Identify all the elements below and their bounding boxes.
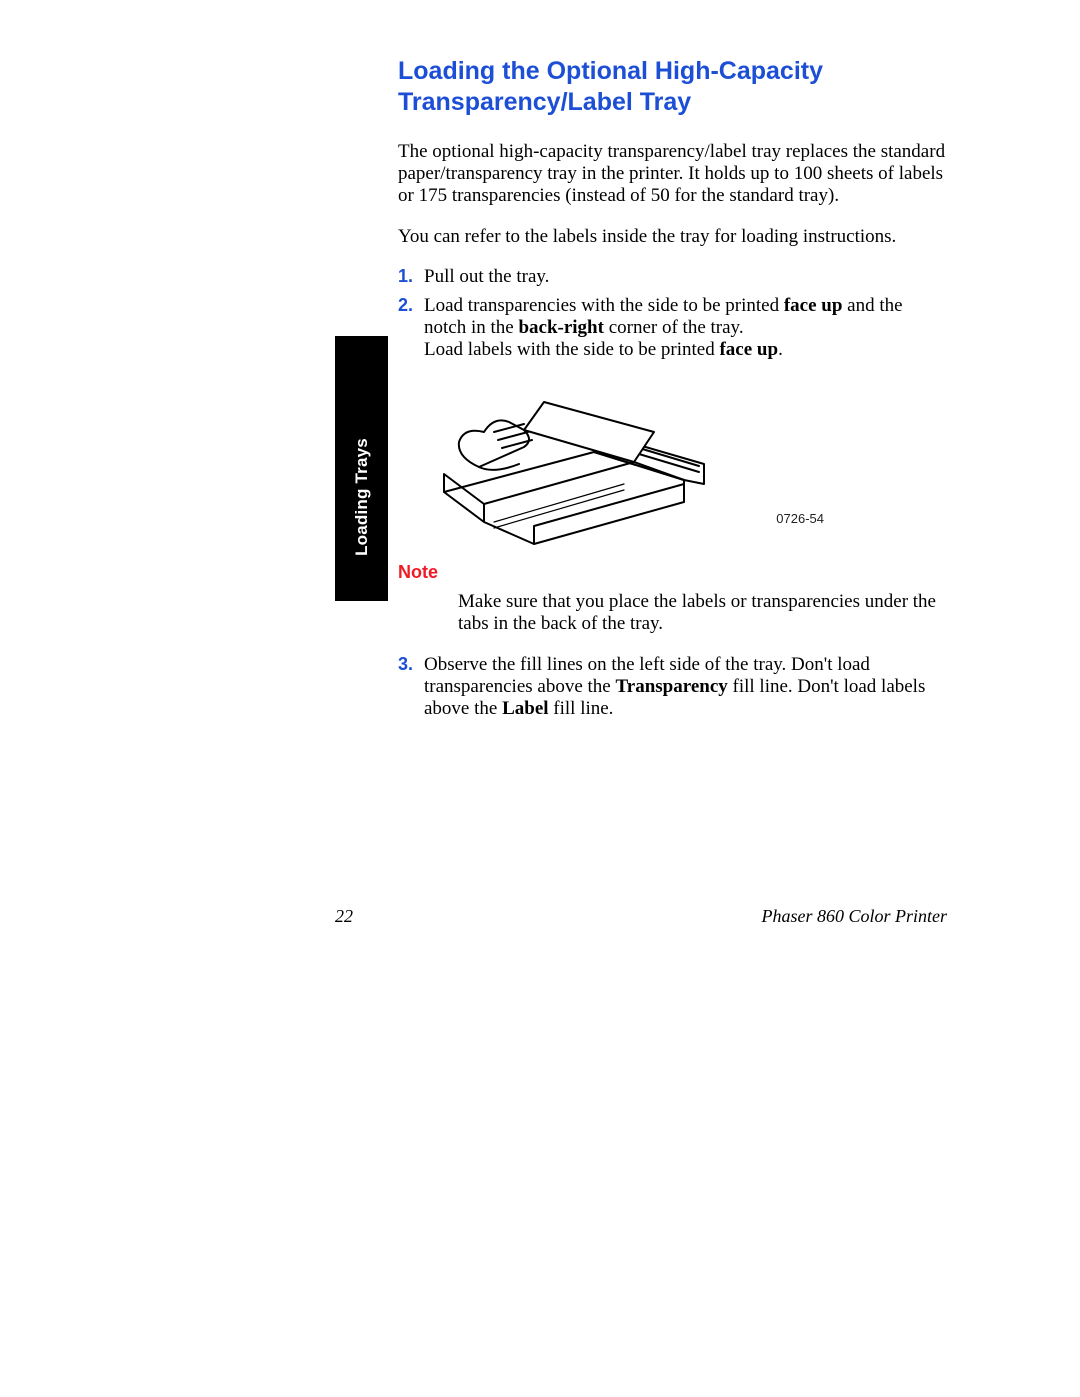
text-run: Load labels with the side to be printed bbox=[424, 339, 719, 360]
note-body: Make sure that you place the labels or t… bbox=[458, 591, 946, 636]
text-run: Load transparencies with the side to be … bbox=[424, 295, 784, 316]
section-tab-label: Loading Trays bbox=[352, 438, 372, 556]
step-number: 2. bbox=[398, 295, 424, 362]
bold-run: Label bbox=[502, 698, 548, 719]
page: Loading Trays Loading the Optional High-… bbox=[0, 0, 1080, 1397]
step-1: 1. Pull out the tray. bbox=[398, 266, 946, 288]
text-run: . bbox=[778, 339, 783, 360]
step-2: 2. Load transparencies with the side to … bbox=[398, 295, 946, 362]
page-number: 22 bbox=[335, 906, 353, 927]
text-run: fill line. bbox=[549, 698, 614, 719]
step-text: Observe the fill lines on the left side … bbox=[424, 654, 946, 721]
main-content: Loading the Optional High-Capacity Trans… bbox=[398, 56, 946, 727]
note-label: Note bbox=[398, 562, 946, 583]
bold-run: Transparency bbox=[616, 676, 728, 697]
product-name: Phaser 860 Color Printer bbox=[761, 906, 947, 927]
step-number: 1. bbox=[398, 266, 424, 288]
text-run: corner of the tray. bbox=[604, 317, 744, 338]
step-text: Pull out the tray. bbox=[424, 266, 946, 288]
section-tab: Loading Trays bbox=[335, 336, 388, 601]
step-number: 3. bbox=[398, 654, 424, 721]
figure-id: 0726-54 bbox=[776, 511, 824, 526]
step-text: Load transparencies with the side to be … bbox=[424, 295, 946, 362]
tray-loading-illustration: 0726-54 bbox=[424, 372, 754, 552]
page-title: Loading the Optional High-Capacity Trans… bbox=[398, 56, 946, 119]
intro-paragraph-2: You can refer to the labels inside the t… bbox=[398, 226, 946, 248]
intro-paragraph-1: The optional high-capacity transparency/… bbox=[398, 141, 946, 208]
bold-run: face up bbox=[719, 339, 778, 360]
bold-run: face up bbox=[784, 295, 843, 316]
bold-run: back-right bbox=[518, 317, 604, 338]
page-footer: 22 Phaser 860 Color Printer bbox=[335, 906, 947, 927]
tray-illustration-svg bbox=[424, 372, 754, 552]
step-3: 3. Observe the fill lines on the left si… bbox=[398, 654, 946, 721]
